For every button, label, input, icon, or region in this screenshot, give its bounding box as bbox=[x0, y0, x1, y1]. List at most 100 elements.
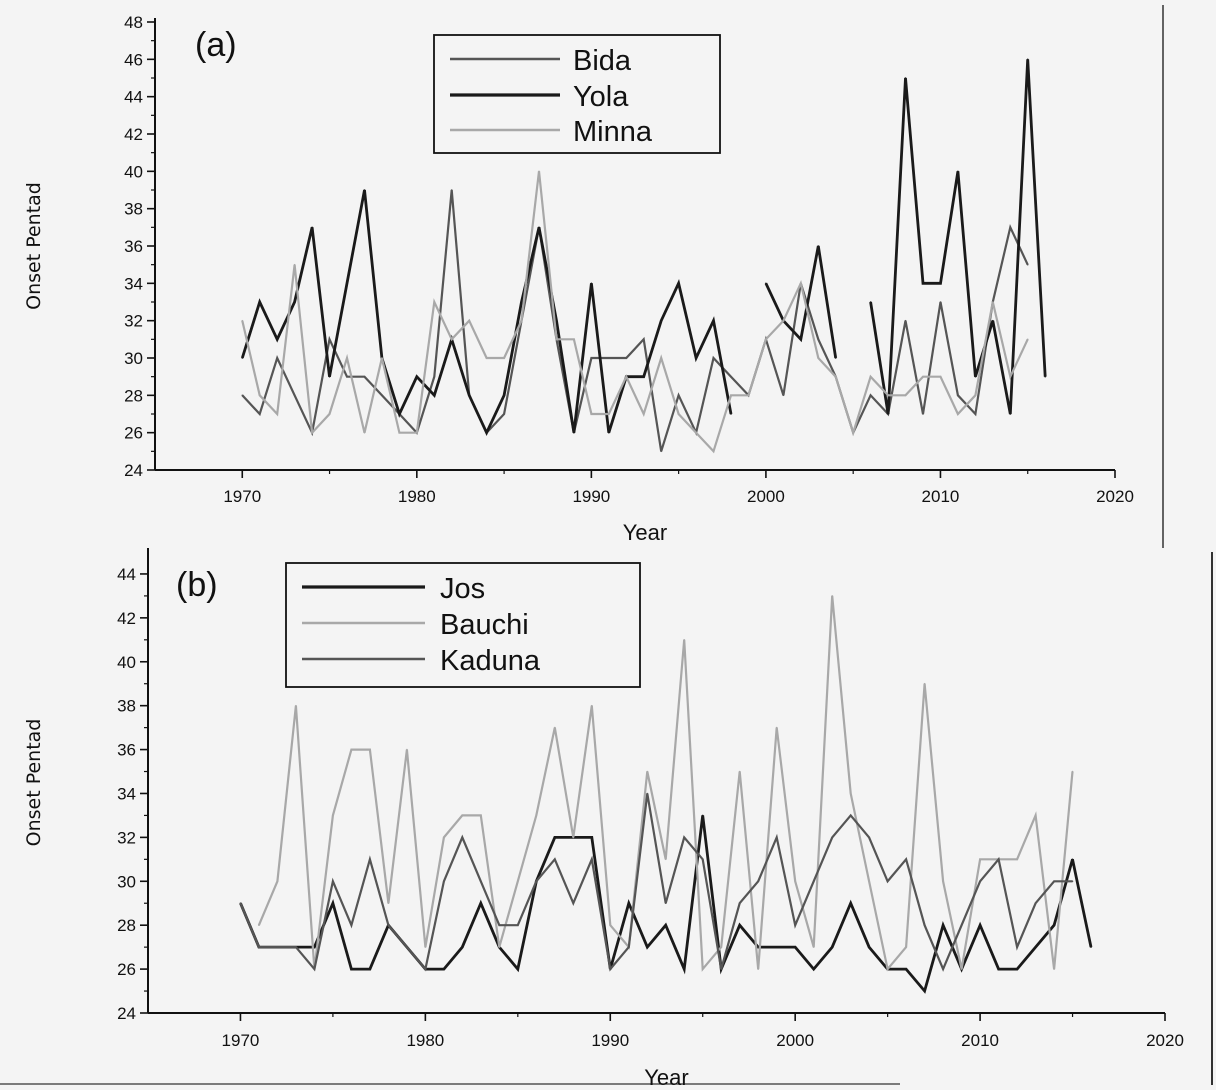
data-point-jos bbox=[313, 946, 316, 948]
chart-panel-a: 24 26 28 30 32 34 36 38 40 42 44 46 48 1970 1980 1990 20… bbox=[23, 13, 1134, 545]
data-point-kaduna bbox=[868, 836, 870, 839]
data-point-bauchi bbox=[1034, 814, 1037, 817]
data-point-kaduna bbox=[1053, 880, 1055, 883]
data-point-minna bbox=[834, 375, 837, 378]
data-point-bida bbox=[625, 357, 628, 359]
data-point-kaduna bbox=[313, 968, 316, 970]
data-point-bauchi bbox=[424, 946, 427, 948]
data-point-jos bbox=[831, 946, 833, 948]
chart-panel-b: 24 26 28 30 32 34 36 38 40 42 44 1970 1980 1990 2000 20… bbox=[23, 548, 1184, 1090]
x-tick-label: 1980 bbox=[406, 1031, 444, 1050]
x-tick-label: 2010 bbox=[961, 1031, 999, 1050]
data-point-minna bbox=[573, 338, 575, 341]
data-point-yola bbox=[1026, 58, 1029, 61]
data-point-minna bbox=[712, 450, 715, 453]
data-point-bida bbox=[241, 394, 244, 397]
data-point-bauchi bbox=[812, 946, 815, 948]
data-point-bida bbox=[904, 319, 907, 322]
data-point-jos bbox=[1016, 968, 1018, 970]
data-point-jos bbox=[1053, 924, 1055, 926]
series-line-minna bbox=[241, 171, 1029, 454]
data-point-kaduna bbox=[664, 902, 667, 904]
data-point-kaduna bbox=[683, 836, 685, 839]
data-point-minna bbox=[817, 357, 820, 359]
data-point-yola bbox=[311, 226, 313, 229]
data-point-yola bbox=[887, 413, 889, 415]
data-point-kaduna bbox=[738, 902, 741, 904]
data-point-yola bbox=[834, 357, 837, 359]
data-point-bida bbox=[346, 375, 348, 378]
data-point-minna bbox=[450, 338, 453, 341]
y-tick-label: 30 bbox=[124, 349, 143, 368]
y-tick-label: 32 bbox=[124, 312, 143, 331]
data-point-kaduna bbox=[406, 946, 408, 948]
data-point-kaduna bbox=[997, 858, 1000, 861]
data-point-minna bbox=[538, 170, 540, 173]
data-point-bauchi bbox=[868, 880, 870, 883]
data-point-yola bbox=[416, 375, 418, 378]
data-point-yola bbox=[555, 319, 558, 322]
data-point-kaduna bbox=[775, 836, 778, 839]
data-point-jos bbox=[942, 924, 944, 926]
data-point-kaduna bbox=[646, 792, 649, 795]
data-point-bauchi bbox=[979, 858, 981, 861]
data-point-bauchi bbox=[387, 902, 390, 904]
data-point-minna bbox=[922, 375, 924, 378]
x-tick-label: 2000 bbox=[776, 1031, 814, 1050]
data-point-jos bbox=[369, 968, 371, 970]
data-point-jos bbox=[1034, 946, 1037, 948]
y-tick-label: 24 bbox=[124, 461, 143, 480]
data-point-minna bbox=[800, 282, 802, 285]
data-point-kaduna bbox=[1071, 880, 1074, 883]
data-point-minna bbox=[695, 431, 697, 434]
data-point-bauchi bbox=[1071, 770, 1074, 773]
data-point-bauchi bbox=[369, 748, 371, 751]
data-point-minna bbox=[747, 394, 750, 397]
data-point-kaduna bbox=[757, 880, 759, 883]
data-point-bida bbox=[817, 338, 820, 341]
data-point-bauchi bbox=[831, 595, 833, 597]
data-point-jos bbox=[923, 990, 926, 992]
data-point-yola bbox=[800, 338, 802, 341]
data-point-kaduna bbox=[443, 880, 445, 883]
data-point-bauchi bbox=[498, 946, 501, 948]
data-point-kaduna bbox=[628, 946, 630, 948]
data-point-kaduna bbox=[886, 880, 889, 883]
data-point-kaduna bbox=[258, 946, 260, 948]
data-point-bauchi bbox=[1016, 858, 1018, 861]
y-tick-label: 38 bbox=[117, 697, 136, 716]
data-point-yola bbox=[922, 282, 924, 285]
data-point-bauchi bbox=[720, 946, 722, 948]
data-point-bida bbox=[974, 413, 977, 415]
data-point-yola bbox=[485, 431, 488, 434]
data-point-kaduna bbox=[387, 924, 390, 926]
data-point-minna bbox=[328, 413, 331, 415]
data-point-minna bbox=[276, 413, 279, 415]
data-point-yola bbox=[503, 394, 505, 397]
data-point-bauchi bbox=[517, 880, 519, 883]
data-point-yola bbox=[869, 301, 872, 303]
data-point-bida bbox=[677, 394, 680, 397]
data-point-yola bbox=[590, 282, 593, 285]
data-point-bauchi bbox=[535, 814, 538, 817]
data-point-kaduna bbox=[369, 858, 371, 861]
data-point-jos bbox=[794, 946, 796, 948]
data-point-bauchi bbox=[849, 792, 852, 795]
data-point-yola bbox=[293, 301, 296, 303]
x-tick-label: 1990 bbox=[572, 487, 610, 506]
data-point-yola bbox=[677, 282, 680, 285]
data-point-kaduna bbox=[591, 858, 593, 861]
data-point-bauchi bbox=[905, 946, 907, 948]
data-point-minna bbox=[433, 301, 436, 303]
x-tick-label: 1990 bbox=[591, 1031, 629, 1050]
data-point-jos bbox=[332, 902, 334, 904]
data-point-yola bbox=[328, 375, 331, 378]
data-point-minna bbox=[852, 431, 854, 434]
data-point-bida bbox=[450, 189, 453, 191]
data-point-yola bbox=[642, 375, 645, 378]
data-point-bauchi bbox=[664, 858, 667, 861]
data-point-jos bbox=[683, 968, 685, 970]
data-point-bauchi bbox=[591, 704, 593, 707]
data-point-jos bbox=[997, 968, 1000, 970]
data-point-bida bbox=[503, 413, 505, 415]
